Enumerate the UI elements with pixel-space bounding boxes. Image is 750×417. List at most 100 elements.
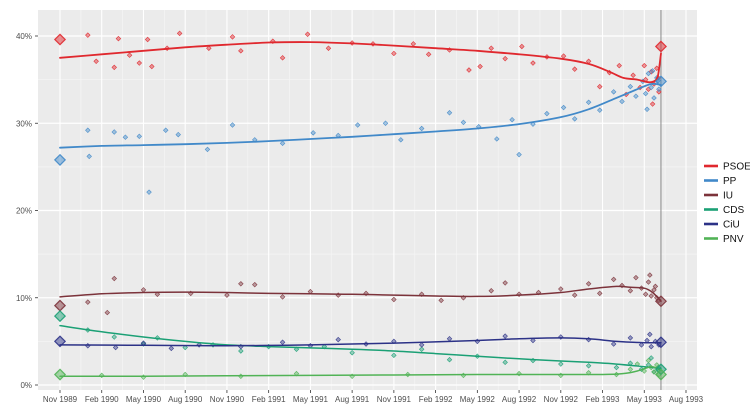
poll-point [648,355,654,361]
poll-point [112,344,119,351]
poll-point [204,146,211,153]
poll-point [304,31,311,37]
poll-point [391,296,397,303]
election-1989-pp [53,153,67,166]
poll-point [418,346,425,352]
poll-point [571,66,578,72]
legend-label-ciu: CiU [723,220,740,231]
poll-point [446,110,453,116]
poll-point [610,89,617,95]
poll-point [252,281,258,288]
trend-line-pnv [59,365,662,378]
poll-point [648,343,654,350]
election-1989-pnv [53,368,67,381]
poll-point [126,52,133,58]
poll-point [310,130,316,136]
grid-minor [38,10,697,390]
poll-point [627,288,634,294]
poll-point [652,283,659,290]
poll-point [647,331,653,338]
x-tick-label: Feb 1993 [586,395,620,404]
poll-point [633,93,639,99]
poll-point [654,65,660,72]
legend: PSOE PP IU CDS CiU PNV [704,162,750,245]
election-1989-ciu [53,335,67,348]
poll-point [616,62,622,69]
poll-point [224,292,230,298]
x-tick-label: Aug 1990 [168,395,203,404]
poll-point [85,127,91,133]
y-tick-label: 20% [16,207,32,216]
poll-point [516,151,522,158]
x-tick-label: Aug 1992 [502,395,537,404]
poll-point [99,372,105,379]
poll-point [325,45,332,51]
poll-point [238,281,244,287]
poll-point [519,43,525,50]
poll-point [175,131,181,138]
poll-point [293,346,300,352]
poll-point [229,34,236,40]
poll-point [182,344,188,351]
poll-point [647,272,653,278]
poll-point [279,140,286,147]
poll-point [560,104,567,111]
poll-point [93,58,99,65]
poll-point [111,275,117,282]
poll-point [168,345,175,352]
poll-point [558,286,564,292]
poll-point [418,342,425,348]
poll-point [642,90,649,97]
poll-point [648,293,654,299]
poll-point [146,189,152,195]
poll-point [238,348,244,354]
poll-point [349,349,355,356]
poll-point [648,84,654,91]
x-tick-label: Nov 1989 [43,395,78,404]
election-1993-psoe [654,40,668,53]
poll-point [85,32,91,38]
poll-point [86,153,92,160]
plot-panel [38,10,697,390]
election-1993-pp [654,75,668,88]
poll-point [642,291,649,297]
trend-line-iu [59,285,662,302]
poll-point [649,101,656,107]
grid-major [38,10,697,390]
poll-point [115,35,122,42]
poll-point [140,341,147,347]
poll-point [627,83,634,90]
poll-point [627,366,634,373]
poll-point [585,363,592,369]
x-tick-label: May 1993 [627,395,663,404]
poll-point [530,337,536,344]
poll-point [649,68,656,74]
poll-point [111,64,117,71]
poll-point [633,274,639,281]
poll-point [104,309,111,316]
poll-point [656,86,662,92]
legend-label-cds: CDS [723,205,744,216]
poll-point [651,369,657,375]
election-1989-psoe [53,33,67,46]
poll-point [382,120,389,126]
poll-point [638,342,645,348]
poll-point [571,292,578,298]
poll-point [502,359,508,366]
poll-point [502,55,508,62]
election-1993-ciu [654,336,668,349]
poll-point [645,279,652,285]
poll-point [279,294,286,300]
poll-point [466,67,472,73]
x-tick-label: May 1991 [293,395,329,404]
poll-point [391,50,397,57]
poll-point [627,335,634,341]
poll-point [558,361,564,367]
trend-line-pp [59,82,662,149]
poll-point [460,119,467,126]
poll-point [488,288,494,294]
poll-point [509,117,515,123]
x-tick-label: Feb 1991 [252,395,286,404]
poll-point [502,280,508,286]
